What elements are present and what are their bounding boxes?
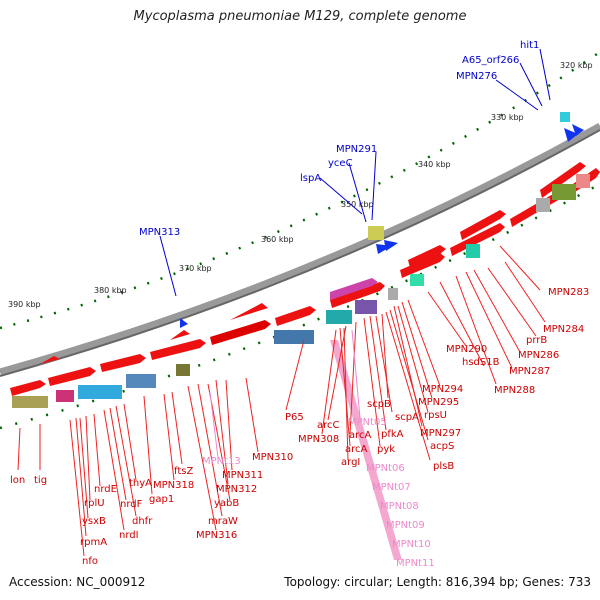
gene-label: arcC — [317, 420, 340, 431]
gene-label: MPN294 — [422, 384, 463, 395]
kbp-label: 360 kbp — [261, 235, 294, 244]
gene-label: yabB — [214, 498, 239, 509]
gene-label-mpn291: MPN291 — [336, 144, 377, 155]
gene-label: lon — [10, 475, 25, 486]
gene-label: MPN297 — [420, 428, 461, 439]
gene-label: ftsZ — [174, 466, 193, 477]
kbp-label: 390 kbp — [8, 300, 41, 309]
trna-label: MPNt10 — [392, 539, 431, 550]
gene-label: MPN316 — [196, 530, 237, 541]
kbp-label: 340 kbp — [418, 160, 451, 169]
gene-label-a65-orf266: A65_orf266 — [462, 55, 519, 66]
gene-label: MPN312 — [216, 484, 257, 495]
gene-label: nrdE — [94, 484, 117, 495]
gene-band-forward — [10, 168, 600, 396]
gene-label: mraW — [208, 516, 238, 527]
gene-label: MPN288 — [494, 385, 535, 396]
gene-label-mpn313: MPN313 — [139, 227, 180, 238]
gene-label: arcA — [345, 444, 368, 455]
trna-label: MPNt05 — [348, 417, 387, 428]
pink-labels: MPNt05 MPNt06 MPNt07 MPNt08 MPNt09 MPNt1… — [202, 417, 435, 569]
gene-label: thyA — [129, 478, 152, 489]
gene-label: pfkA — [381, 429, 404, 440]
gene-label: MPN290 — [446, 344, 487, 355]
kbp-tick-labels: 320 kbp 330 kbp 340 kbp 350 kbp 360 kbp … — [8, 61, 593, 309]
genome-backbone-shadow — [0, 129, 600, 377]
kbp-label: 380 kbp — [94, 286, 127, 295]
scale-ring — [0, 50, 600, 330]
accession-label: Accession: NC_000912 — [9, 575, 146, 589]
trna-label: MPNt11 — [396, 558, 435, 569]
gene-label: scpB — [367, 399, 391, 410]
gene-label: plsB — [433, 461, 454, 472]
outer-labels: hit1 A65_orf266 MPN276 MPN291 yceC lspA … — [139, 40, 539, 238]
gene-label: MPN318 — [153, 480, 194, 491]
page-title: Mycoplasma pneumoniae M129, complete gen… — [133, 9, 467, 24]
gene-label: argI — [341, 457, 360, 468]
gene-label: ysxB — [82, 516, 106, 527]
kbp-label: 320 kbp — [560, 61, 593, 70]
gene-label: MPN286 — [518, 350, 559, 361]
trna-label: MPNt08 — [380, 501, 419, 512]
inner-label-leaders — [17, 245, 546, 557]
blue-feature-markers — [180, 124, 584, 328]
trna-label: MPNt13 — [202, 456, 241, 467]
genome-summary: Topology: circular; Length: 816,394 bp; … — [284, 575, 591, 589]
trna-label: MPNt09 — [386, 520, 425, 531]
trna-label: MPNt07 — [372, 482, 411, 493]
gene-label: rpmA — [80, 537, 107, 548]
gene-label: dhfr — [132, 516, 153, 527]
gene-label: rpsU — [424, 410, 447, 421]
gene-label: P65 — [285, 412, 304, 423]
gene-label: tig — [34, 475, 47, 486]
gene-label: nrdI — [119, 530, 139, 541]
gene-label: nrdF — [120, 499, 143, 510]
outer-label-leaders — [159, 48, 551, 297]
gene-label: MPN287 — [509, 366, 550, 377]
kbp-label: 350 kbp — [341, 200, 374, 209]
gene-label: prrB — [526, 335, 547, 346]
gene-label: MPN311 — [222, 470, 263, 481]
gene-band-outer — [40, 162, 586, 364]
gene-label: nfo — [82, 556, 98, 567]
genome-backbone — [0, 122, 600, 376]
gene-label: hsdS1B — [462, 357, 500, 368]
gene-label-mpn276: MPN276 — [456, 71, 497, 82]
pink-label-leaders — [209, 329, 361, 459]
inner-labels: prrB MPN283 MPN284 MPN286 MPN287 MPN288 … — [10, 287, 589, 567]
colored-gene-blocks — [12, 112, 590, 408]
trna-leader-band — [330, 340, 402, 560]
gene-label: scpA — [395, 412, 419, 423]
gene-label-lspa: lspA — [300, 173, 321, 184]
gene-label: acpS — [430, 441, 454, 452]
gene-label: arcA — [349, 430, 372, 441]
gene-label-ycec: yceC — [328, 158, 353, 169]
gene-label: MPN310 — [252, 452, 293, 463]
kbp-label: 370 kbp — [179, 264, 212, 273]
gene-label: pyk — [377, 444, 395, 455]
gene-label: MPN308 — [298, 434, 339, 445]
gene-label: MPN295 — [418, 397, 459, 408]
gene-label: rplU — [84, 498, 105, 509]
gene-label: MPN284 — [543, 324, 584, 335]
kbp-label: 330 kbp — [491, 113, 524, 122]
gene-label: MPN283 — [548, 287, 589, 298]
gene-label: gap1 — [149, 494, 174, 505]
gene-label-hit1: hit1 — [520, 40, 539, 51]
trna-label: MPNt06 — [366, 463, 405, 474]
